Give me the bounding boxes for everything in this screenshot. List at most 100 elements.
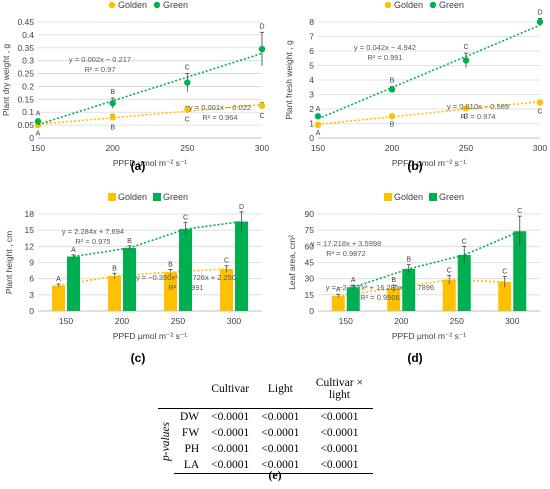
x-tick-label: 200 — [106, 143, 120, 153]
y-tick-label: 6 — [29, 274, 34, 284]
y-axis-label: Leaf area, cm² — [287, 235, 297, 290]
y-tick-label: 1 — [309, 119, 314, 129]
y-tick-label: 3 — [309, 90, 314, 100]
significance-letter: A — [351, 277, 356, 284]
table-row: LA <0.0001 <0.0001 <0.0001 — [158, 457, 374, 474]
y-tick-label: 0.45 — [17, 17, 34, 27]
significance-letter: B — [390, 122, 395, 129]
significance-letter: C — [537, 109, 542, 116]
significance-letter: D — [239, 204, 244, 211]
y-tick-label: 9 — [29, 258, 34, 268]
y-tick-label: 0 — [29, 306, 34, 316]
row-name: FW — [181, 427, 200, 439]
y-tick-label: 0.2 — [22, 81, 34, 91]
y-tick-label: 12 — [25, 241, 35, 251]
y-tick-label: 60 — [305, 241, 315, 251]
significance-letter: C — [447, 267, 452, 274]
y-tick-label: 0.35 — [17, 43, 34, 53]
legend-marker — [384, 1, 392, 9]
significance-letter: B — [110, 89, 115, 96]
p-values-table: Cultivar Light Cultivar × light p-values… — [158, 370, 374, 474]
y-tick-label: 0.4 — [22, 30, 34, 40]
x-tick-label: 300 — [255, 143, 269, 153]
trend-line — [352, 230, 521, 289]
trend-equation: y = −2.337x² + 16.285x − 0.7896 — [326, 283, 434, 292]
table-cell: <0.0001 — [320, 411, 359, 423]
data-point — [314, 121, 322, 129]
bar — [331, 295, 345, 311]
row-name: PH — [184, 443, 200, 455]
table-cell: <0.0001 — [261, 411, 300, 423]
bar — [220, 268, 233, 311]
trend-r-squared: R² = 0.974 — [460, 112, 495, 121]
x-tick-label: 300 — [533, 143, 547, 153]
x-axis-label: PPFD μmol m⁻² s⁻¹ — [392, 331, 466, 341]
table-row: PH <0.0001 <0.0001 <0.0001 — [158, 441, 373, 457]
legend-label: Green — [163, 0, 188, 10]
data-point — [314, 113, 322, 120]
x-tick-label: 200 — [385, 143, 399, 153]
significance-letter: A — [36, 130, 41, 137]
bar — [457, 254, 471, 311]
trend-line — [37, 52, 263, 126]
legend-label: Green — [439, 192, 464, 202]
panel-label: (a) — [131, 159, 146, 173]
significance-letter: C — [183, 215, 188, 222]
table-cell: <0.0001 — [211, 427, 250, 439]
significance-letter: B — [391, 277, 396, 284]
table-cell: <0.0001 — [305, 457, 374, 474]
significance-letter: C — [185, 65, 190, 72]
significance-letter: A — [316, 130, 321, 137]
trend-equation: y = 0.010x − 0.589 — [447, 102, 509, 111]
x-tick-label: 200 — [115, 316, 129, 326]
table-cell: <0.0001 — [320, 427, 359, 439]
table-cell: <0.0001 — [320, 443, 359, 455]
y-axis-label: Plant height , cm — [4, 231, 14, 294]
y-tick-label: 90 — [305, 209, 315, 219]
legend-label: Golden — [394, 0, 423, 10]
trend-equation: y = 0.042x − 4.942 — [354, 43, 416, 52]
panel-label: (b) — [407, 159, 422, 173]
row-name: LA — [174, 457, 206, 474]
table-cell: <0.0001 — [261, 443, 300, 455]
table-row: FW <0.0001 <0.0001 <0.0001 — [158, 425, 373, 441]
trend-line — [317, 24, 541, 120]
y-tick-label: 45 — [305, 258, 315, 268]
bar — [346, 287, 360, 311]
legend-marker — [429, 1, 437, 9]
significance-letter: A — [36, 111, 41, 118]
x-tick-label: 300 — [505, 316, 519, 326]
significance-letter: B — [168, 262, 173, 269]
chart-panel-a: 0 0.05 0.1 0.15 0.2 0.25 0.3 0.35 0.4 0.45 150 200 2… — [1, 0, 269, 173]
data-point — [462, 57, 470, 64]
y-tick-label: 0.05 — [17, 120, 34, 130]
trend-r-squared: R² = 0.9872 — [326, 249, 365, 258]
significance-letter: B — [127, 238, 132, 245]
table-cell: <0.0001 — [211, 443, 250, 455]
p-values-group-label: p-values — [160, 421, 172, 461]
table-cell: <0.0001 — [261, 427, 300, 439]
trend-equation: y = 2.284x + 7.694 — [62, 227, 124, 236]
legend-label: Golden — [394, 192, 423, 202]
x-axis-label: PPFD μmol m⁻² s⁻¹ — [113, 331, 187, 341]
col-header-interaction: Cultivar × light — [305, 370, 374, 409]
chart-panel-d: 0 15 30 45 60 75 90 150 200 250 300 PPFD μmol m⁻² s… — [287, 192, 540, 365]
y-tick-label: 8 — [309, 17, 314, 27]
data-point — [109, 114, 116, 121]
table-cell: <0.0001 — [255, 457, 306, 474]
bar — [442, 279, 456, 311]
significance-letter: B — [390, 78, 395, 85]
bar — [123, 247, 136, 311]
chart-panel-c: 0 3 6 9 12 15 18 150 200 250 300 PPFD μmol m⁻² s⁻¹ P… — [4, 192, 262, 365]
y-axis-label: Plant fresh weight , g — [284, 40, 294, 120]
table-row: p-values DW <0.0001 <0.0001 <0.0001 — [158, 409, 373, 461]
legend-swatch — [429, 193, 437, 201]
y-tick-label: 4 — [309, 75, 314, 85]
significance-letter: B — [406, 257, 411, 264]
legend-label: Golden — [118, 0, 147, 10]
trend-line — [58, 268, 227, 287]
x-tick-label: 250 — [171, 316, 185, 326]
data-point — [258, 45, 266, 53]
panel-label: (d) — [407, 351, 422, 365]
